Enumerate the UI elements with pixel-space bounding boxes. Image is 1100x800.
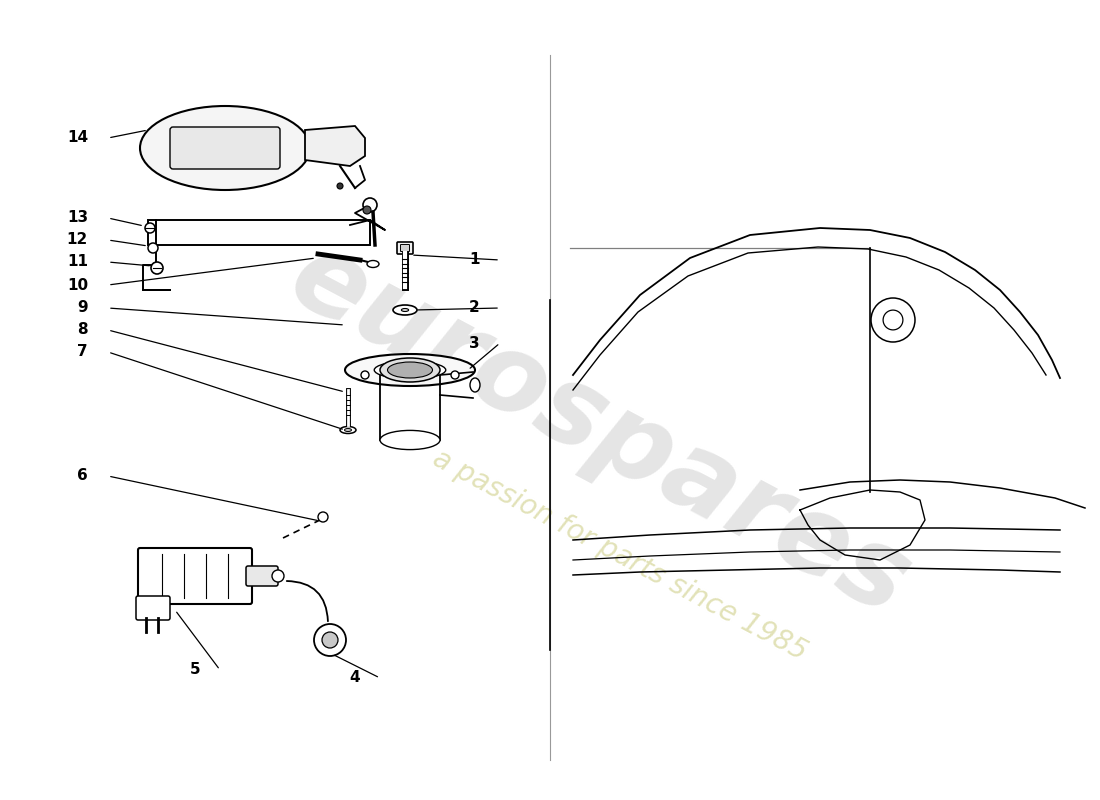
Text: 7: 7 [77, 345, 88, 359]
Circle shape [314, 624, 346, 656]
Ellipse shape [374, 362, 446, 379]
Circle shape [363, 198, 377, 212]
Circle shape [363, 206, 371, 214]
Text: 1: 1 [470, 253, 480, 267]
Circle shape [322, 632, 338, 648]
Text: 5: 5 [189, 662, 200, 678]
Text: a passion for parts since 1985: a passion for parts since 1985 [428, 444, 812, 666]
Ellipse shape [344, 429, 352, 431]
FancyBboxPatch shape [148, 220, 370, 245]
Text: 11: 11 [67, 254, 88, 270]
Text: 6: 6 [77, 469, 88, 483]
Ellipse shape [470, 378, 480, 392]
Ellipse shape [367, 261, 380, 267]
Ellipse shape [340, 426, 356, 434]
Ellipse shape [345, 354, 475, 386]
Text: 9: 9 [77, 301, 88, 315]
Circle shape [361, 371, 368, 379]
Ellipse shape [140, 106, 310, 190]
Ellipse shape [387, 362, 432, 378]
FancyBboxPatch shape [170, 127, 280, 169]
Text: eurospares: eurospares [273, 222, 927, 638]
Ellipse shape [379, 358, 440, 382]
Circle shape [451, 371, 459, 379]
Text: 3: 3 [470, 335, 480, 350]
Circle shape [151, 262, 163, 274]
Ellipse shape [379, 430, 440, 450]
Text: 4: 4 [350, 670, 360, 686]
Circle shape [318, 512, 328, 522]
Polygon shape [305, 126, 365, 166]
FancyBboxPatch shape [246, 566, 278, 586]
Circle shape [272, 570, 284, 582]
FancyBboxPatch shape [138, 548, 252, 604]
Circle shape [337, 183, 343, 189]
Text: 13: 13 [67, 210, 88, 226]
FancyBboxPatch shape [397, 242, 412, 254]
Text: 10: 10 [67, 278, 88, 293]
Text: 8: 8 [77, 322, 88, 338]
Text: 14: 14 [67, 130, 88, 146]
FancyBboxPatch shape [136, 596, 170, 620]
FancyBboxPatch shape [400, 245, 409, 251]
Circle shape [145, 223, 155, 233]
Circle shape [148, 243, 158, 253]
Text: 12: 12 [67, 233, 88, 247]
Ellipse shape [393, 305, 417, 315]
Text: 2: 2 [470, 301, 480, 315]
Ellipse shape [402, 309, 408, 311]
